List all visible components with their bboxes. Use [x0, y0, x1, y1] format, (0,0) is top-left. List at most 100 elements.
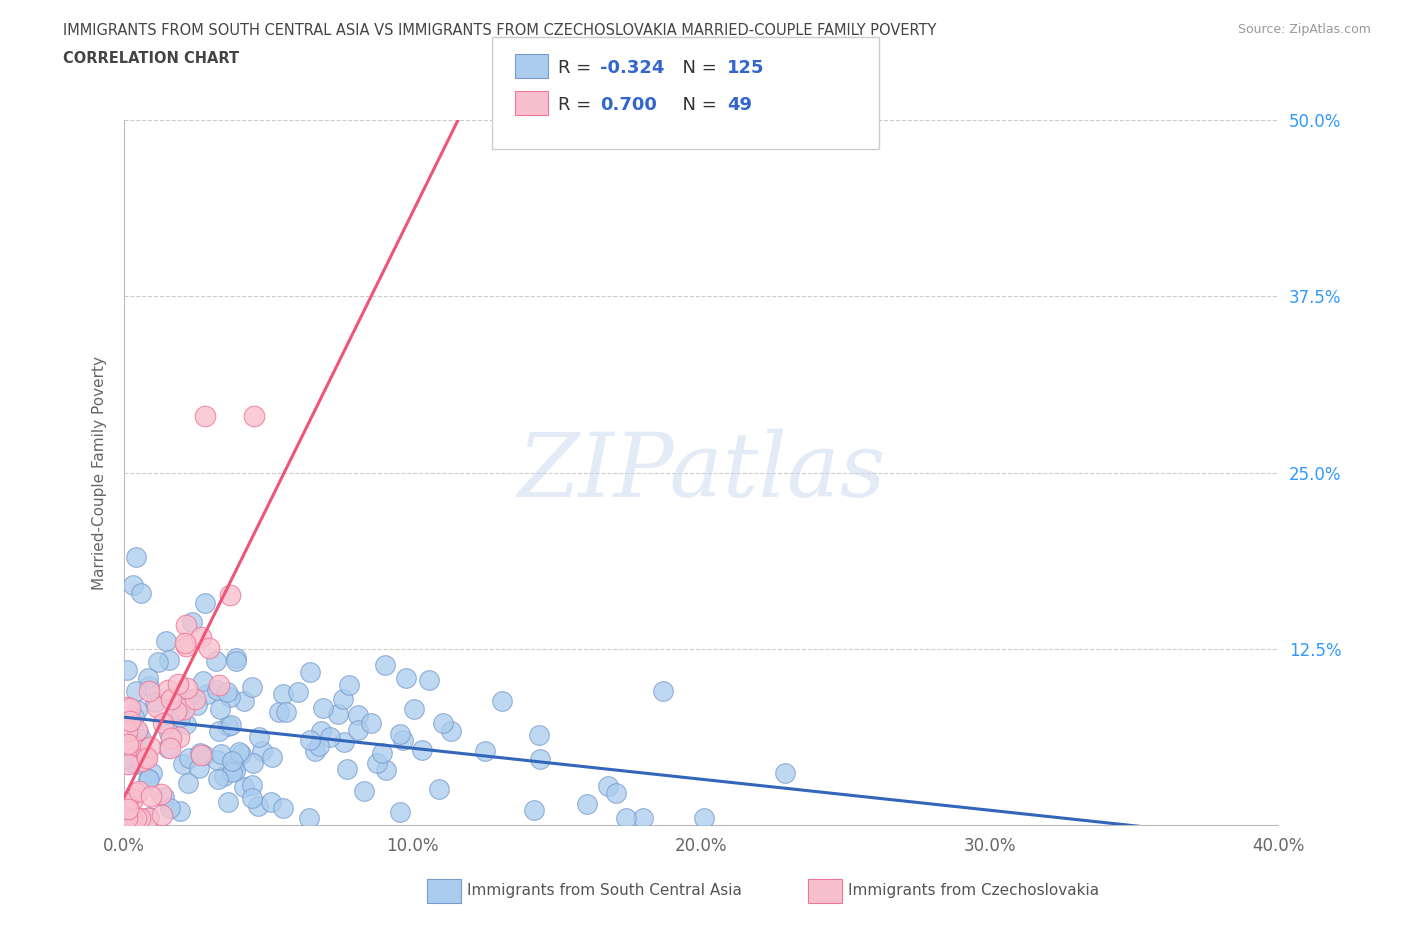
Point — [194, 595, 217, 610]
Text: N =: N = — [671, 96, 723, 114]
Point — [125, 786, 148, 801]
Point — [347, 723, 370, 737]
Point — [205, 683, 228, 698]
Point — [299, 733, 322, 748]
Point — [117, 737, 139, 751]
Point — [150, 787, 173, 802]
Point — [136, 751, 159, 765]
Point — [120, 736, 142, 751]
Point — [159, 692, 181, 707]
Text: CORRELATION CHART: CORRELATION CHART — [63, 51, 239, 66]
Point — [418, 672, 440, 687]
Point — [167, 730, 190, 745]
Point — [184, 692, 207, 707]
Point — [427, 782, 450, 797]
Point — [353, 783, 375, 798]
Text: N =: N = — [671, 59, 723, 77]
Point — [115, 751, 138, 765]
Text: 125: 125 — [727, 59, 765, 77]
Point — [218, 588, 240, 603]
Point — [319, 729, 342, 744]
Point — [174, 618, 197, 632]
Point — [117, 756, 139, 771]
Point — [271, 686, 294, 701]
Point — [195, 686, 218, 701]
Point — [173, 701, 195, 716]
Point — [228, 745, 250, 760]
Point — [129, 811, 152, 826]
Point — [222, 761, 245, 776]
Point — [138, 678, 160, 693]
Point — [136, 671, 159, 685]
Point — [240, 680, 263, 695]
Point — [176, 681, 198, 696]
Point — [274, 705, 297, 720]
Point — [159, 740, 181, 755]
Point — [395, 671, 418, 685]
Point — [243, 408, 266, 423]
Point — [191, 673, 214, 688]
Point — [224, 764, 246, 778]
Point — [208, 724, 231, 738]
Point — [157, 725, 180, 740]
Point — [172, 756, 194, 771]
Point — [598, 778, 620, 793]
Point — [138, 811, 160, 826]
Point — [308, 739, 330, 754]
Point — [287, 684, 309, 699]
Point — [115, 700, 138, 715]
Point — [157, 653, 180, 668]
Point — [167, 676, 190, 691]
Point — [190, 745, 212, 760]
Point — [219, 690, 242, 705]
Point — [221, 753, 243, 768]
Point — [165, 704, 187, 719]
Point — [523, 802, 546, 817]
Point — [229, 747, 252, 762]
Point — [118, 713, 141, 728]
Point — [122, 791, 145, 806]
Point — [141, 765, 163, 780]
Point — [152, 716, 174, 731]
Point — [121, 737, 143, 752]
Point — [332, 691, 354, 706]
Point — [167, 704, 190, 719]
Point — [190, 630, 212, 644]
Point — [122, 709, 145, 724]
Text: ZIPatlas: ZIPatlas — [517, 429, 886, 516]
Point — [491, 694, 513, 709]
Point — [173, 635, 195, 650]
Point — [115, 795, 138, 810]
Point — [115, 724, 138, 738]
Point — [360, 715, 382, 730]
Point — [693, 811, 716, 826]
Point — [209, 701, 232, 716]
Point — [150, 808, 173, 823]
Point — [155, 633, 177, 648]
Point — [205, 753, 228, 768]
Point — [124, 811, 146, 826]
Point — [127, 725, 149, 740]
Point — [209, 746, 232, 761]
Point — [411, 742, 433, 757]
Point — [177, 776, 200, 790]
Point — [215, 684, 238, 699]
Text: R =: R = — [558, 96, 598, 114]
Point — [388, 726, 411, 741]
Point — [260, 794, 283, 809]
Point — [143, 694, 166, 709]
Point — [605, 786, 627, 801]
Point — [186, 698, 208, 712]
Point — [392, 733, 415, 748]
Point — [240, 790, 263, 805]
Point — [262, 750, 284, 764]
Point — [219, 717, 242, 732]
Y-axis label: Married-Couple Family Poverty: Married-Couple Family Poverty — [93, 355, 107, 590]
Point — [212, 768, 235, 783]
Point — [174, 717, 197, 732]
Point — [135, 748, 157, 763]
Point — [117, 802, 139, 817]
Point — [432, 716, 454, 731]
Point — [128, 783, 150, 798]
Point — [371, 746, 394, 761]
